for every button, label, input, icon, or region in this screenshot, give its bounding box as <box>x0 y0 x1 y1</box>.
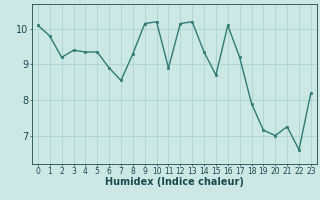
X-axis label: Humidex (Indice chaleur): Humidex (Indice chaleur) <box>105 177 244 187</box>
